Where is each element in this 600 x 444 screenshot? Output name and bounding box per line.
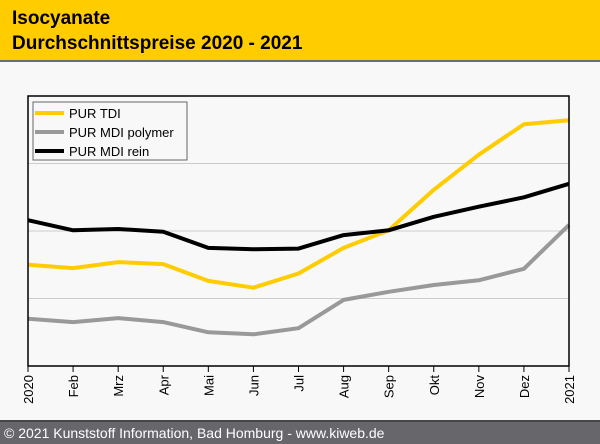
footer: © 2021 Kunststoff Information, Bad Hombu… (0, 420, 600, 444)
x-tick-label: Jun (246, 375, 261, 396)
copyright-text: © 2021 Kunststoff Information, Bad Hombu… (4, 425, 385, 441)
line-chart: 2020 Feb Mrz Apr Mai Jun Jul Aug Sep Okt Nov Dez 202… (21, 95, 577, 404)
chart-header: Isocyanate Durchschnittspreise 2020 - 20… (0, 0, 600, 62)
x-tick-label: 2020 (21, 375, 36, 404)
legend-label-pur-mdi-polymer: PUR MDI polymer (69, 125, 174, 140)
x-tick-label: Apr (156, 374, 171, 395)
x-tick-label: Dez (517, 375, 532, 398)
x-tick-label: Mrz (111, 375, 126, 397)
legend: PUR TDI PUR MDI polymer PUR MDI rein (32, 101, 188, 161)
x-axis: 2020 Feb Mrz Apr Mai Jun Jul Aug Sep Okt Nov Dez 202… (21, 366, 577, 404)
series-line-pur-mdi-polymer (27, 223, 571, 337)
chart-title-line-1: Isocyanate (12, 8, 111, 29)
chart-title-line-2: Durchschnittspreise 2020 - 2021 (12, 33, 303, 54)
legend-label-pur-tdi: PUR TDI (69, 106, 121, 121)
series-lines (27, 118, 571, 337)
x-tick-label: Okt (427, 375, 442, 396)
x-tick-label: 2021 (562, 375, 577, 404)
legend-label-pur-mdi-rein: PUR MDI rein (69, 144, 149, 159)
x-tick-label: Nov (472, 375, 487, 399)
x-tick-label: Sep (382, 375, 397, 398)
x-tick-label: Aug (337, 375, 352, 398)
x-tick-label: Jul (292, 375, 307, 392)
series-line-pur-mdi-rein (27, 181, 570, 252)
x-tick-label: Mai (201, 375, 216, 396)
x-tick-label: Feb (66, 375, 81, 397)
